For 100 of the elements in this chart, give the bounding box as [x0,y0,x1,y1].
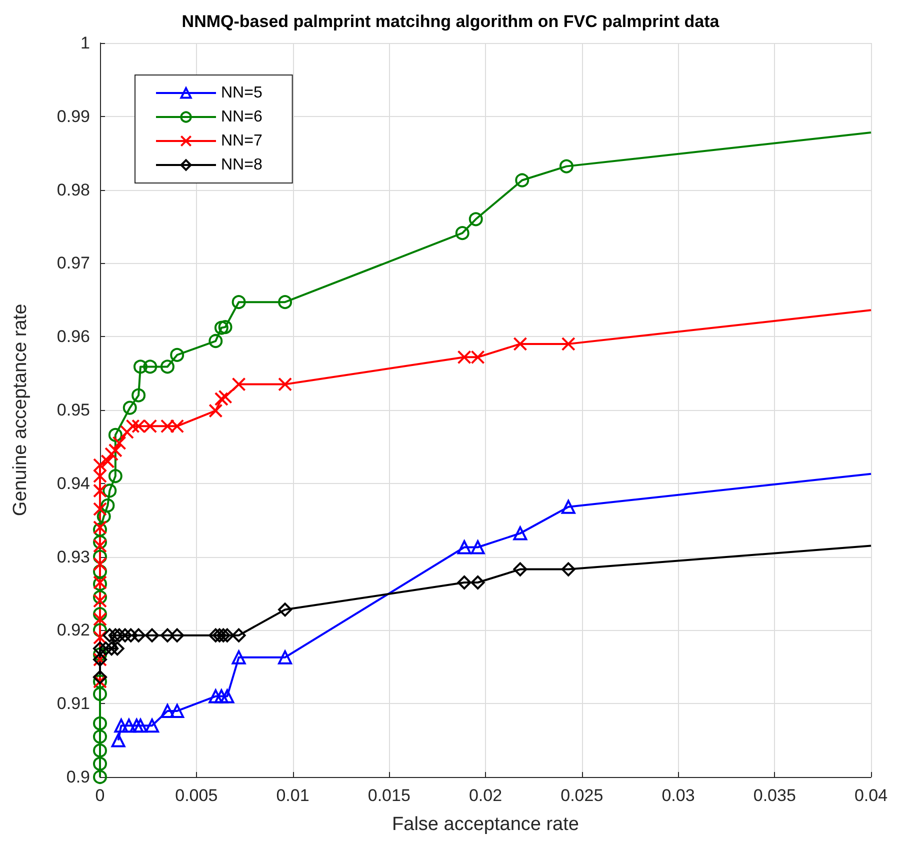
point [100,498,115,512]
point [160,419,174,434]
point [145,628,160,642]
chart-title: NNMQ-based palmprint matcihng algorithm on FVC palmprint data [182,12,720,31]
point [212,628,227,642]
point [132,628,146,642]
x-tick-label: 0.01 [276,786,310,805]
point [208,404,223,418]
point [126,419,140,434]
point [133,360,148,374]
point [457,350,472,364]
point [278,295,292,310]
point [102,484,117,498]
y-tick-label: 0.98 [56,180,90,200]
point [457,575,472,590]
point [232,295,246,310]
point [170,704,184,718]
point [160,628,174,642]
point [130,718,144,733]
point [220,689,234,704]
point [470,575,485,590]
point [208,689,223,704]
point [93,522,107,537]
point [93,550,107,564]
legend-label: NN=8 [221,156,262,174]
point [214,689,228,704]
point [132,388,146,402]
point [455,226,470,240]
y-tick-label: 0.93 [56,547,90,566]
point [132,419,146,434]
x-tick-label: 0.015 [368,786,410,805]
legend-label: NN=5 [221,84,262,102]
point [110,642,124,656]
point [93,642,107,656]
point [208,628,223,642]
point [170,419,184,434]
point [513,526,528,540]
point [114,718,128,733]
point [145,718,160,733]
point [218,320,232,334]
point [470,350,485,364]
y-tick-label: 0.95 [56,400,90,420]
point [561,336,576,351]
point [112,436,126,450]
x-tick-label: 0.025 [560,786,604,805]
y-tick-label: 0.94 [56,474,90,493]
point [93,502,107,516]
point [93,538,107,553]
point [124,628,138,642]
point [93,670,107,684]
point [93,630,107,645]
point [102,628,117,642]
point [278,650,292,664]
point [108,628,122,642]
point [218,390,232,404]
point [93,730,107,744]
point [93,557,107,572]
point [232,628,246,642]
y-tick-label: 0.96 [56,327,90,346]
point [93,564,107,578]
point [118,628,132,642]
point [93,687,107,702]
point [559,159,574,174]
point [561,562,576,576]
point [93,590,107,604]
y-tick-label: 0.9 [66,768,90,786]
legend-label: NN=6 [221,108,262,126]
point [108,469,122,484]
point [100,454,115,468]
x-tick-label: 0 [95,786,105,805]
point [232,650,246,664]
point [96,509,111,524]
point [214,320,228,335]
y-axis-title: Genuine acceptance rate [10,304,31,516]
point [470,540,485,554]
point [143,419,158,434]
point [513,562,528,576]
point [93,594,107,608]
y-tick-label: 0.99 [56,106,90,126]
point [93,716,107,730]
point [515,173,530,188]
point [232,377,246,392]
point [93,535,107,550]
x-tick-label: 0.03 [662,786,695,805]
legend-label: NN=7 [221,132,262,150]
x-tick-label: 0.005 [175,786,218,805]
x-tick-label: 0.04 [854,786,888,805]
point [170,348,184,362]
point [220,628,234,642]
point [112,628,126,642]
point [93,612,107,626]
y-tick-label: 0.97 [56,254,90,273]
point [108,443,122,458]
y-tick-label: 0.91 [56,694,90,714]
x-axis-title: False acceptance rate [392,814,579,835]
point [120,425,134,440]
point [122,400,137,415]
point [513,336,528,351]
point [216,628,230,642]
point [468,212,483,226]
